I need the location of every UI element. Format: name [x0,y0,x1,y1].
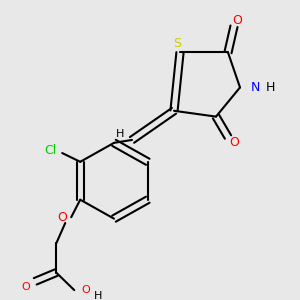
Text: H: H [116,129,124,139]
Text: S: S [173,37,181,50]
Text: H: H [265,81,275,94]
Text: O: O [82,285,91,295]
Text: O: O [57,211,67,224]
Text: O: O [232,14,242,27]
Text: H: H [94,291,102,300]
Text: O: O [229,136,239,149]
Text: N: N [250,81,260,94]
Text: Cl: Cl [44,144,56,157]
Text: O: O [22,282,31,292]
